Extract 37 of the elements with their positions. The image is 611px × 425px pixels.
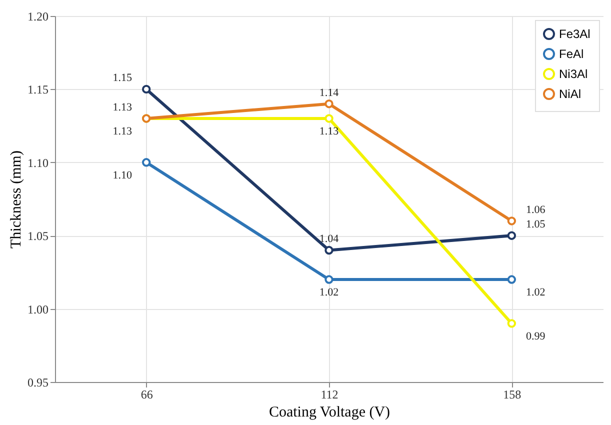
data-label: 1.13: [319, 125, 340, 138]
data-label: 1.13: [112, 101, 132, 114]
x-tick-label: 66: [140, 388, 153, 402]
point: [507, 319, 516, 328]
data-label: 1.02: [526, 286, 546, 299]
x-axis-title: Coating Voltage (V): [268, 404, 390, 420]
legend-label: Ni3Al: [559, 67, 588, 81]
point: [507, 275, 516, 284]
point: [324, 114, 334, 123]
y-tick-label: 1.05: [28, 229, 48, 244]
point: [324, 246, 334, 255]
point: [507, 216, 516, 226]
point: [324, 99, 334, 108]
legend-label: FeAl: [559, 47, 584, 61]
y-tick-label: 1.20: [28, 10, 48, 24]
point: [142, 84, 151, 94]
y-tick-label: 1.10: [28, 156, 48, 170]
x-tick-label: 158: [503, 388, 522, 402]
data-label: 0.99: [526, 330, 546, 342]
data-label: 1.13: [112, 125, 132, 138]
data-label: 1.02: [319, 286, 339, 299]
point: [324, 275, 334, 284]
data-label: 1.10: [112, 169, 132, 182]
point: [142, 158, 151, 167]
data-label: 1.05: [526, 218, 546, 231]
y-tick-label: 1.15: [28, 82, 48, 97]
data-label: 1.04: [319, 233, 340, 246]
legend-label: Fe3Al: [559, 27, 590, 41]
legend-label: NiAl: [559, 87, 582, 101]
data-label: 1.06: [526, 204, 546, 216]
y-tick-label: 0.95: [28, 376, 48, 390]
y-axis-title: Thickness (mm): [8, 150, 24, 248]
data-label: 1.15: [112, 72, 132, 84]
point: [507, 231, 516, 240]
x-tick-label: 112: [320, 388, 338, 402]
data-label: 1.14: [319, 86, 340, 99]
y-tick-label: 1.00: [28, 302, 48, 316]
